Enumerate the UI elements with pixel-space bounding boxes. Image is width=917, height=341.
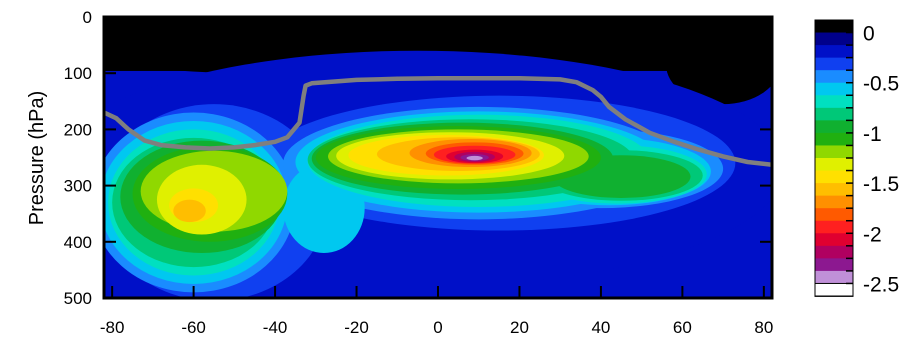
colorbar-label: -2 bbox=[863, 223, 882, 246]
x-tick-label: -80 bbox=[100, 318, 125, 337]
colorbar-swatch bbox=[815, 107, 853, 121]
tropopause-line bbox=[104, 76, 772, 168]
y-tick-label: 200 bbox=[64, 120, 92, 139]
x-tick-label: 80 bbox=[754, 318, 773, 337]
x-tick-label: 40 bbox=[591, 318, 610, 337]
y-axis-title: Pressure (hPa) bbox=[26, 91, 48, 226]
colorbar-swatch bbox=[815, 258, 853, 272]
contour-band bbox=[666, 25, 772, 105]
colorbar-label: -1 bbox=[863, 123, 882, 146]
y-tick-label: 300 bbox=[64, 177, 92, 196]
x-tick-label: -40 bbox=[263, 318, 288, 337]
colorbar-swatch bbox=[815, 132, 853, 146]
colorbar-label: -0.5 bbox=[863, 73, 899, 96]
plot-area bbox=[104, 17, 772, 298]
colorbar-swatch bbox=[815, 220, 853, 234]
x-tick-label: 0 bbox=[433, 318, 442, 337]
contour-fill bbox=[104, 17, 772, 298]
x-tick-label: -20 bbox=[344, 318, 369, 337]
contour-band bbox=[173, 199, 206, 223]
colorbar: 0 -0.5 -1 -1.5 -2 -2.5 bbox=[814, 19, 899, 297]
colorbar-swatch bbox=[815, 208, 853, 222]
x-tick-label: -60 bbox=[181, 318, 206, 337]
colorbar-swatch bbox=[815, 183, 853, 197]
colorbar-swatch bbox=[815, 245, 853, 259]
colorbar-swatch bbox=[814, 282, 854, 297]
contour-band bbox=[466, 155, 483, 161]
colorbar-swatch bbox=[815, 32, 853, 46]
colorbar-swatch bbox=[815, 20, 853, 33]
y-axis: 0 100 200 300 400 500 bbox=[64, 8, 772, 308]
y-tick-label: 0 bbox=[83, 8, 92, 27]
colorbar-swatch bbox=[815, 70, 853, 84]
colorbar-swatch bbox=[815, 233, 853, 247]
x-axis: -80 -60 -40 -20 0 20 40 60 80 bbox=[100, 17, 773, 337]
colorbar-swatch bbox=[815, 158, 853, 171]
colorbar-swatch bbox=[815, 45, 853, 59]
y-tick-label: 500 bbox=[64, 289, 92, 308]
x-tick-label: 20 bbox=[510, 318, 529, 337]
colorbar-swatch bbox=[815, 170, 853, 184]
colorbar-swatch bbox=[815, 120, 853, 134]
colorbar-label: -1.5 bbox=[863, 173, 899, 196]
colorbar-swatch bbox=[815, 145, 853, 159]
colorbar-label: -2.5 bbox=[863, 273, 899, 296]
colorbar-swatch bbox=[815, 195, 853, 209]
colorbar-swatch bbox=[815, 270, 853, 284]
colorbar-swatch bbox=[815, 57, 853, 71]
y-tick-label: 400 bbox=[64, 233, 92, 252]
colorbar-swatch bbox=[815, 95, 853, 109]
colorbar-label: 0 bbox=[863, 23, 875, 46]
x-tick-label: 60 bbox=[673, 318, 692, 337]
y-tick-label: 100 bbox=[64, 64, 92, 83]
colorbar-swatch bbox=[815, 82, 853, 96]
